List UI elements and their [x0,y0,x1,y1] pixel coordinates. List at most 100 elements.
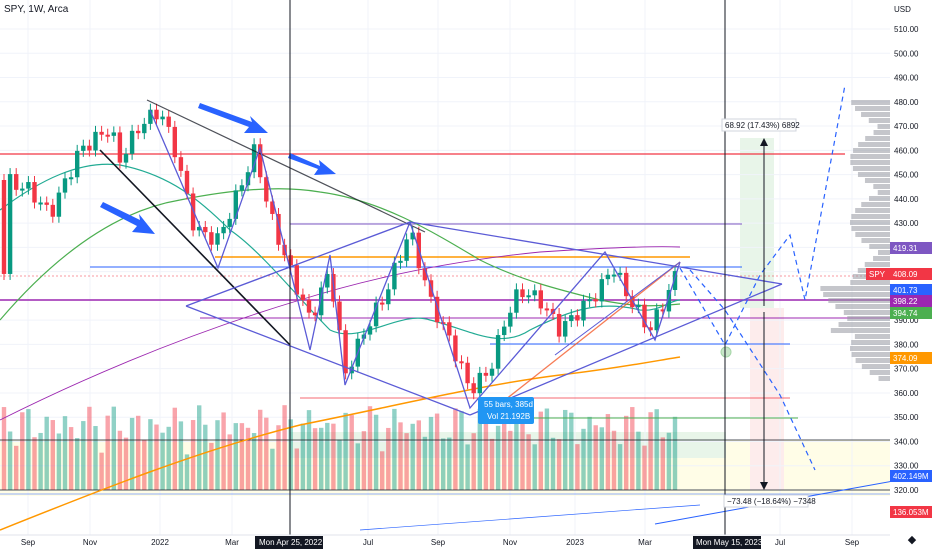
volume-bar [258,409,263,490]
candle-body [654,309,659,331]
volume-profile-bar [820,286,890,291]
volume-profile-bar [864,178,890,183]
volume-bar [581,428,586,490]
y-tick-label: 440.00 [894,195,919,204]
candle-body [642,304,647,328]
volume-bar [398,422,403,490]
candle-body [300,294,306,300]
candle-body [123,153,129,163]
volume-bar [136,415,141,490]
bars-volume-label: Vol 21.192B [487,412,530,421]
bars-range-label: 55 bars, 385d [484,400,533,409]
price-tag: 398.22 [890,295,932,307]
candle-body [32,182,37,203]
candle-body [215,233,220,245]
candle-body [563,321,568,337]
candle-body [166,116,171,127]
crosshair-date-1-bg [255,536,323,549]
volume-bar [636,431,641,490]
volume-bar [416,420,421,490]
volume-profile-bar [853,148,890,153]
volume-profile-bar [864,262,890,267]
volume-bar [666,432,672,490]
candle-body [630,296,635,308]
y-tick-label: 490.00 [894,74,919,83]
candle-body [239,185,245,191]
y-tick-label: 370.00 [894,365,919,374]
volume-profile-bar [869,370,890,375]
volume-bar [611,430,617,490]
volume-bar [428,416,434,490]
volume-bar [569,412,574,490]
candle-body [434,296,440,323]
candle-body [599,279,604,302]
volume-bar [227,434,232,490]
candle-body [544,308,550,311]
volume-bar [410,423,415,490]
volume-bar [343,412,348,490]
y-tick-label: 360.00 [894,389,919,398]
candle-body [129,130,135,154]
volume-bar [471,433,476,490]
candle-body [75,150,80,178]
volume-bar [477,408,482,490]
crosshair-date-1: Mon Apr 25, 2022 [259,538,323,547]
volume-bar [367,406,373,490]
volume-bar [617,444,623,490]
volume-profile-bar [850,346,890,351]
volume-bar [319,427,324,490]
time-axis[interactable]: Sep Nov 2022 Mar Jul Sep Nov 2023 Mar Jul Sep Mon … [0,534,890,549]
volume-bar [14,445,19,490]
volume-bar [587,416,592,490]
candle-body [520,289,525,298]
volume-bar [160,432,165,490]
x-tick-label: Mar [225,538,239,547]
volume-profile-bar [850,160,890,165]
volume-bar [441,438,446,490]
candle-body [142,123,147,134]
candle-body [508,312,513,327]
price-tag: SPY 408.09 [866,268,932,280]
x-tick-label: Mar [638,538,652,547]
volume-bar [32,437,37,490]
candle-body [648,327,653,331]
candle-body [489,368,495,376]
volume-bar [38,432,43,490]
candle-body [636,304,641,308]
volume-profile-bar [852,166,890,171]
volume-bar [508,430,513,490]
axis-currency: USD [894,5,911,14]
candle-body [233,190,238,219]
candle-body [190,193,196,231]
candle-body [666,289,672,312]
volume-profile-bar [857,172,890,177]
price-axis[interactable]: USD 510.00 500.00 490.00 480.00 470.00 460.00… [866,5,932,518]
x-tick-label: Nov [503,538,517,547]
candle-body [410,232,415,240]
volume-profile-bar [865,136,890,141]
volume-bar [93,426,98,490]
volume-bar [99,452,104,490]
x-tick-label: Sep [431,538,446,547]
price-tag: 136.053M [890,506,932,518]
y-tick-label: 510.00 [894,25,919,34]
candle-body [227,218,232,227]
candle-body [99,131,104,135]
candle-body [148,109,153,124]
y-tick-label: 450.00 [894,171,919,180]
volume-bar [239,423,245,490]
candle-body [312,312,318,316]
volume-profile-bar [869,244,890,249]
volume-bar [111,406,116,490]
price-tag: 401.73 [890,284,932,296]
candle-body [532,290,537,296]
svg-text:136.053M: 136.053M [893,508,929,517]
volume-bar [123,437,129,490]
y-tick-label: 480.00 [894,98,919,107]
volume-bar [117,430,123,490]
tradingview-logo-icon[interactable]: ◆ [907,534,917,546]
price-tag: 394.74 [890,307,932,319]
volume-bar [288,419,293,490]
volume-bar [306,410,312,490]
